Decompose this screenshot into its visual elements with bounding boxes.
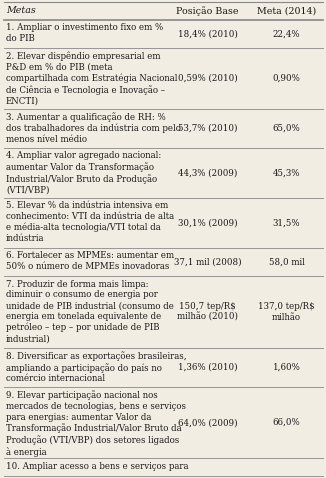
- Text: 6. Fortalecer as MPMEs: aumentar em
50% o número de MPMEs inovadoras: 6. Fortalecer as MPMEs: aumentar em 50% …: [6, 251, 174, 271]
- Text: 37,1 mil (2008): 37,1 mil (2008): [174, 258, 241, 267]
- Text: 45,3%: 45,3%: [273, 168, 300, 177]
- Text: 2. Elevar dispêndio empresarial em
P&D em % do PIB (meta
compartilhada com Estra: 2. Elevar dispêndio empresarial em P&D e…: [6, 52, 177, 106]
- Text: 44,3% (2009): 44,3% (2009): [178, 168, 237, 177]
- Text: 0,90%: 0,90%: [273, 74, 301, 83]
- Text: Posição Base: Posição Base: [176, 6, 239, 16]
- Text: 7. Produzir de forma mais limpa:
diminuir o consumo de energia por
unidade de PI: 7. Produzir de forma mais limpa: diminui…: [6, 280, 174, 343]
- Text: 64,0% (2009): 64,0% (2009): [178, 418, 237, 427]
- Text: 66,0%: 66,0%: [273, 418, 301, 427]
- Text: 0,59% (2010): 0,59% (2010): [178, 74, 237, 83]
- Text: 1,60%: 1,60%: [273, 363, 301, 372]
- Text: 53,7% (2010): 53,7% (2010): [178, 124, 237, 133]
- Text: 5. Elevar % da indústria intensiva em
conhecimento: VTI da indústria de alta
e m: 5. Elevar % da indústria intensiva em co…: [6, 201, 174, 243]
- Text: 150,7 tep/R$
milhão (2010): 150,7 tep/R$ milhão (2010): [177, 302, 238, 322]
- Text: 4. Ampliar valor agregado nacional:
aumentar Valor da Transformação
Industrial/V: 4. Ampliar valor agregado nacional: aume…: [6, 152, 161, 195]
- Text: 22,4%: 22,4%: [273, 29, 301, 38]
- Text: 10. Ampliar acesso a bens e serviços para: 10. Ampliar acesso a bens e serviços par…: [6, 462, 188, 471]
- Text: 3. Aumentar a qualificação de RH: %
dos trabalhadores da indústria com pelo
meno: 3. Aumentar a qualificação de RH: % dos …: [6, 112, 181, 144]
- Text: 8. Diversificar as exportações brasileiras,
ampliando a participação do país no
: 8. Diversificar as exportações brasileir…: [6, 351, 186, 383]
- Text: 9. Elevar participação nacional nos
mercados de tecnologias, bens e serviços
par: 9. Elevar participação nacional nos merc…: [6, 391, 186, 457]
- Text: 1. Ampliar o investimento fixo em %
do PIB: 1. Ampliar o investimento fixo em % do P…: [6, 23, 163, 43]
- Text: 18,4% (2010): 18,4% (2010): [178, 29, 238, 38]
- Text: 30,1% (2009): 30,1% (2009): [178, 218, 237, 228]
- Text: Meta (2014): Meta (2014): [257, 6, 316, 15]
- Text: 1,36% (2010): 1,36% (2010): [178, 363, 237, 372]
- Text: 137,0 tep/R$
milhão: 137,0 tep/R$ milhão: [258, 302, 315, 322]
- Text: Metas: Metas: [6, 6, 36, 15]
- Text: 31,5%: 31,5%: [273, 218, 301, 228]
- Text: 58,0 mil: 58,0 mil: [269, 258, 304, 267]
- Text: 65,0%: 65,0%: [273, 124, 301, 133]
